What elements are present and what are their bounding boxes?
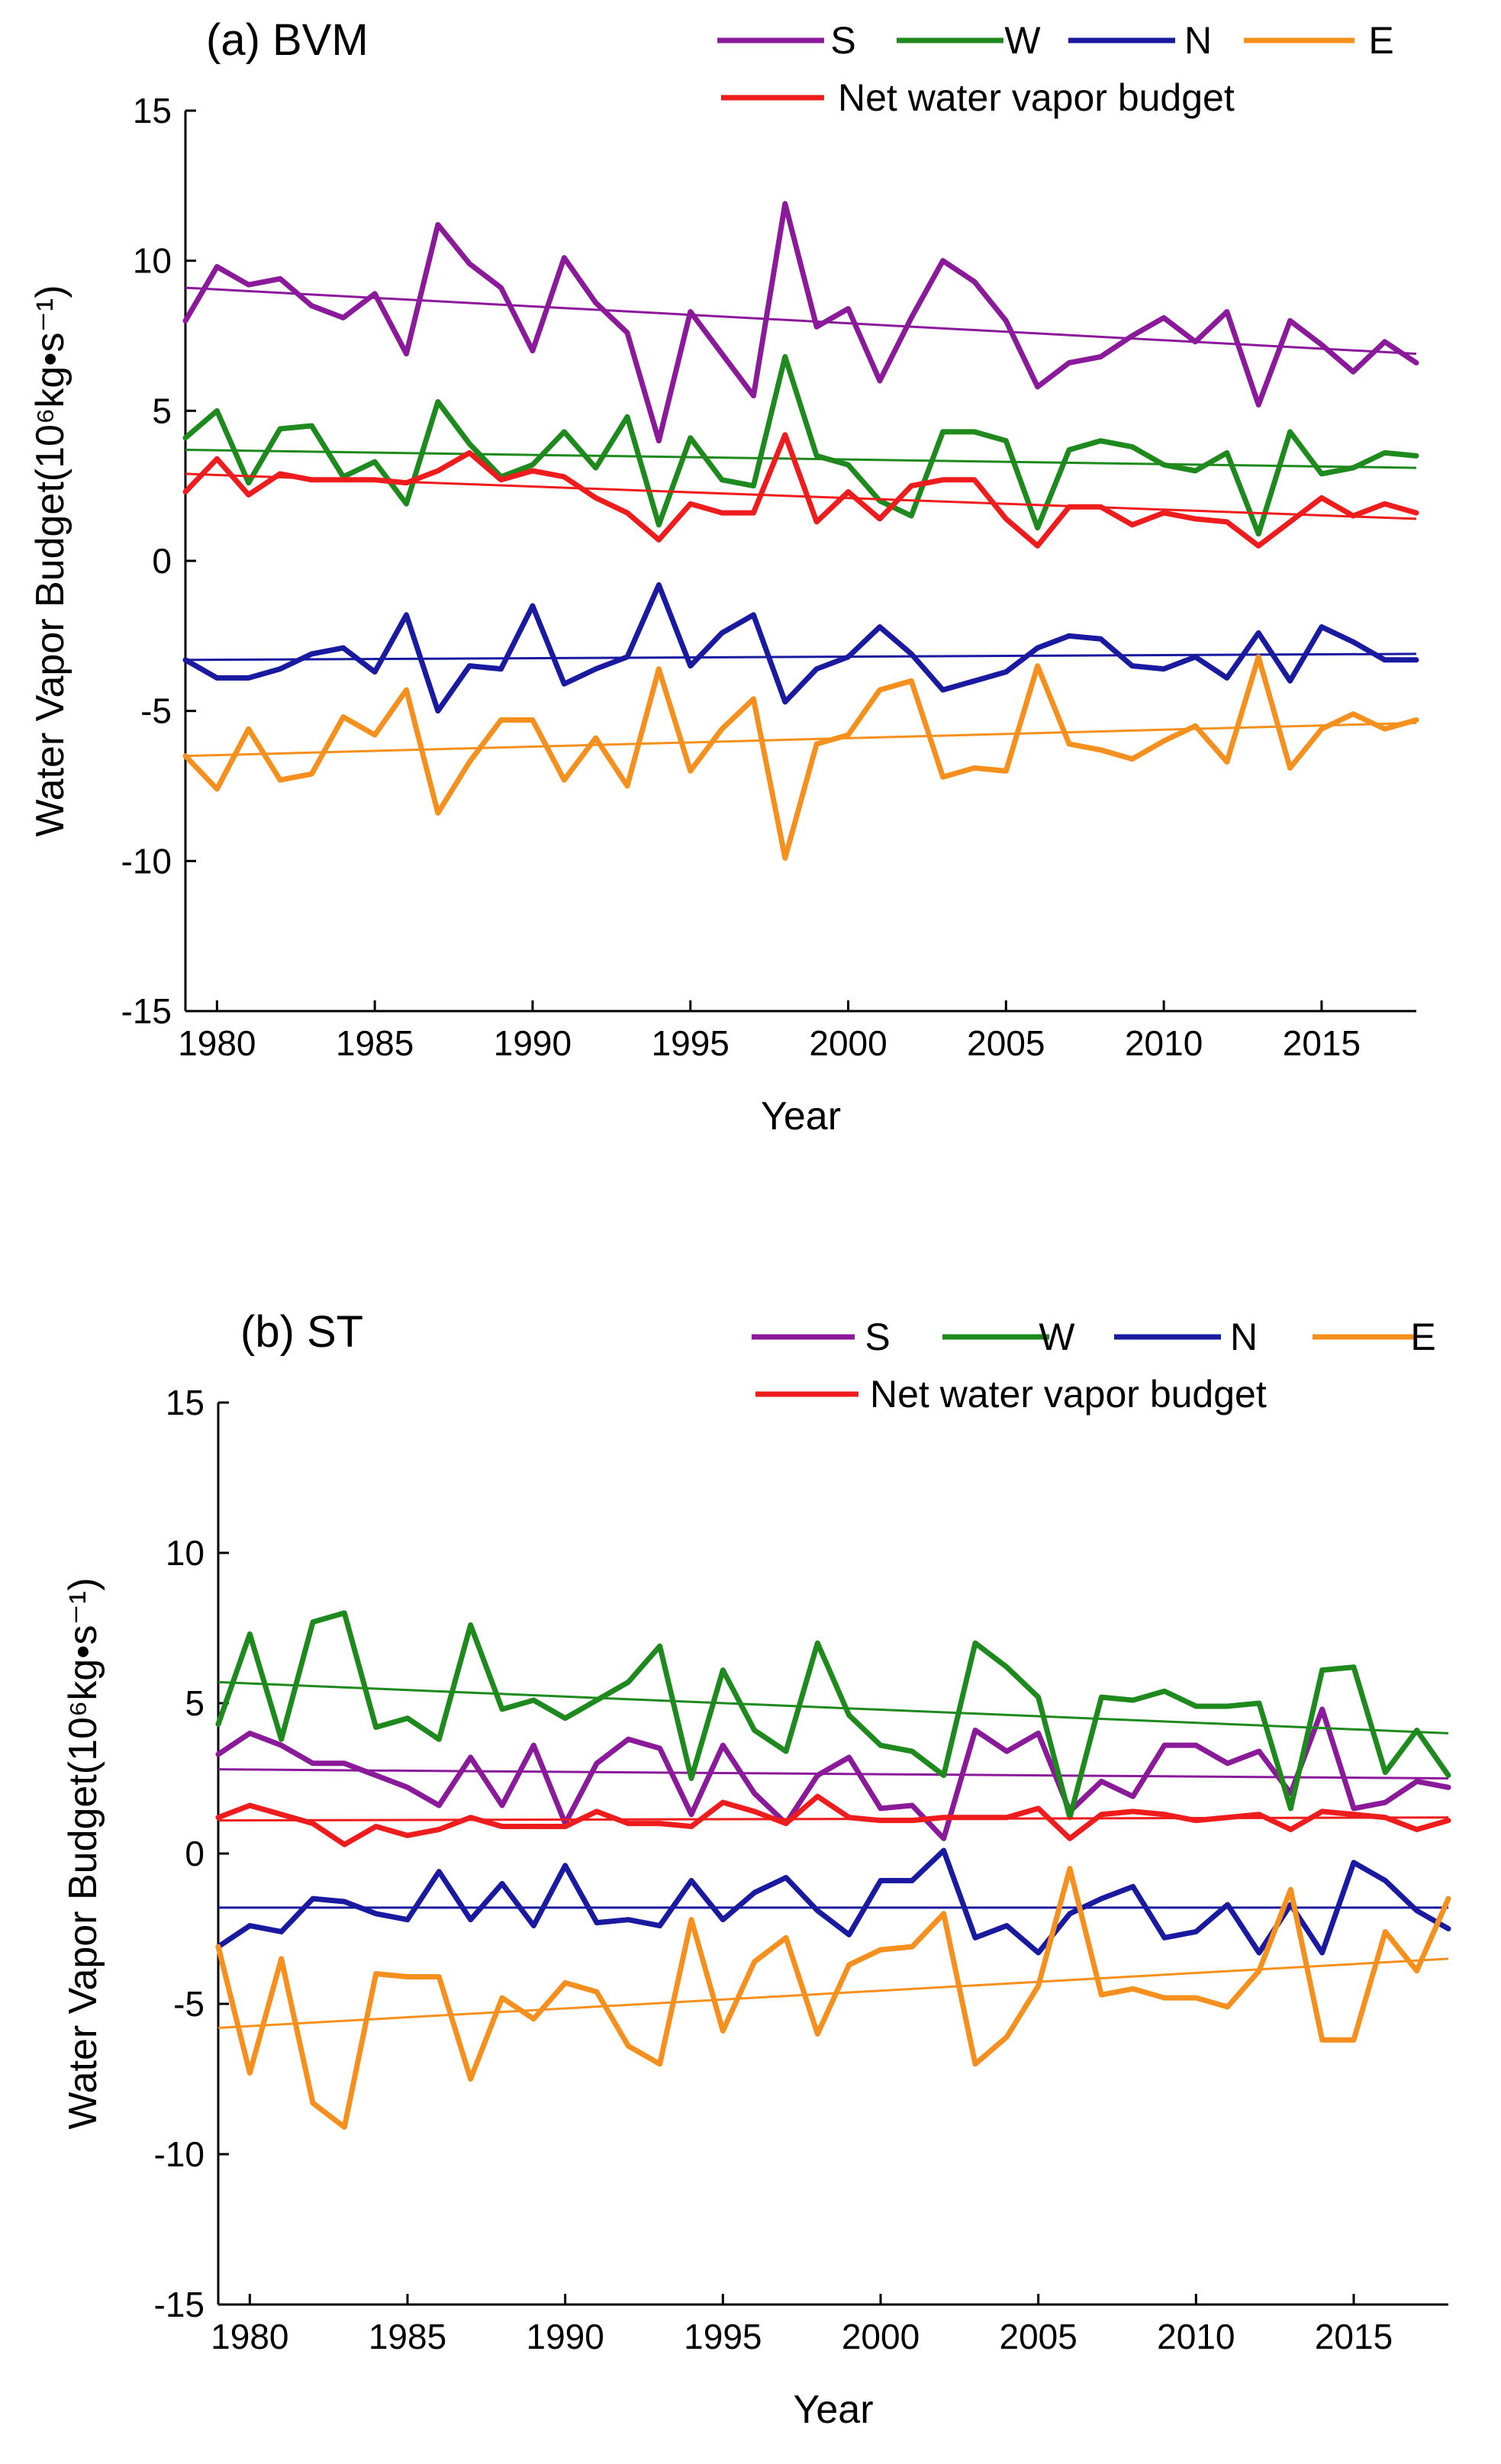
series-line-net-water-vapor-budget [215, 1793, 1451, 1847]
y-tick-label: 5 [152, 391, 172, 430]
x-tick-label: 1980 [211, 2317, 288, 2356]
x-tick-label: 1990 [494, 1023, 572, 1063]
trend-line-w [217, 1680, 1449, 1734]
x-tick-label: 2005 [967, 1023, 1045, 1063]
legend-label-w: W [1039, 1316, 1075, 1358]
y-tick-label: -15 [121, 991, 172, 1031]
trend-line-net-water-vapor-budget [185, 472, 1417, 520]
x-tick-label: 2015 [1315, 2317, 1393, 2356]
x-tick-label: 2000 [842, 2317, 920, 2356]
trend-line-e [217, 1957, 1449, 2030]
y-tick-label: -10 [154, 2134, 205, 2174]
series-line-s [215, 1706, 1451, 1841]
y-tick-label: 10 [166, 1533, 205, 1573]
x-axis-label: Year [793, 2388, 873, 2432]
series-line-s [182, 201, 1419, 444]
y-axis-label: Water Vapor Budget(10⁶kg•s⁻¹) [61, 1577, 105, 2129]
y-tick-label: 10 [133, 241, 172, 281]
x-tick-label: 2010 [1125, 1023, 1203, 1063]
series-line-n [182, 581, 1419, 714]
chart-title: (a) BVM [206, 15, 369, 65]
x-tick-label: 2015 [1283, 1023, 1361, 1063]
y-tick-label: 15 [166, 1383, 205, 1422]
trend-line-n [185, 652, 1417, 662]
trend-line-e [185, 721, 1417, 758]
x-axis-label: Year [761, 1094, 841, 1139]
y-tick-label: -5 [140, 691, 172, 731]
x-tick-label: 1990 [526, 2317, 604, 2356]
y-tick-label: 5 [185, 1683, 205, 1723]
series-line-e [182, 654, 1419, 861]
x-tick-label: 1980 [178, 1023, 256, 1063]
trend-line-s [185, 286, 1417, 356]
series-line-n [215, 1847, 1451, 1956]
chart-title: (b) ST [240, 1307, 363, 1357]
legend-label-s: S [830, 19, 855, 62]
trend-line-net-water-vapor-budget [217, 1816, 1449, 1822]
x-tick-label: 2010 [1157, 2317, 1235, 2356]
trend-line-w [185, 448, 1417, 469]
x-tick-label: 1995 [652, 1023, 730, 1063]
legend-label-s: S [865, 1316, 890, 1358]
series-line-e [215, 1866, 1451, 2131]
legend-label-e: E [1410, 1316, 1435, 1358]
x-tick-label: 1995 [684, 2317, 762, 2356]
legend-label-net-water-vapor-budget: Net water vapor budget [838, 76, 1235, 119]
legend: S W N E Net water vapor budget [717, 19, 1394, 119]
series-line-w [182, 354, 1419, 537]
x-tick-label: 1985 [336, 1023, 414, 1063]
y-axis-label: Water Vapor Budget(10⁶kg•s⁻¹) [28, 285, 72, 836]
y-tick-label: 15 [133, 91, 172, 130]
legend-label-net-water-vapor-budget: Net water vapor budget [870, 1373, 1267, 1416]
y-tick-label: -15 [154, 2285, 205, 2324]
legend: S W N E Net water vapor budget [752, 1316, 1436, 1416]
series-line-w [215, 1610, 1451, 1821]
y-tick-label: -10 [121, 841, 172, 881]
trend-line-s [217, 1768, 1449, 1780]
y-tick-label: -5 [173, 1984, 205, 2024]
legend-label-e: E [1368, 19, 1393, 62]
x-tick-label: 2005 [999, 2317, 1077, 2356]
legend-label-n: N [1184, 19, 1212, 62]
legend-label-n: N [1230, 1316, 1258, 1358]
y-tick-label: 0 [152, 541, 172, 581]
x-tick-label: 1985 [369, 2317, 446, 2356]
y-tick-label: 0 [185, 1834, 205, 1873]
x-tick-label: 2000 [809, 1023, 887, 1063]
legend-label-w: W [1004, 19, 1041, 62]
